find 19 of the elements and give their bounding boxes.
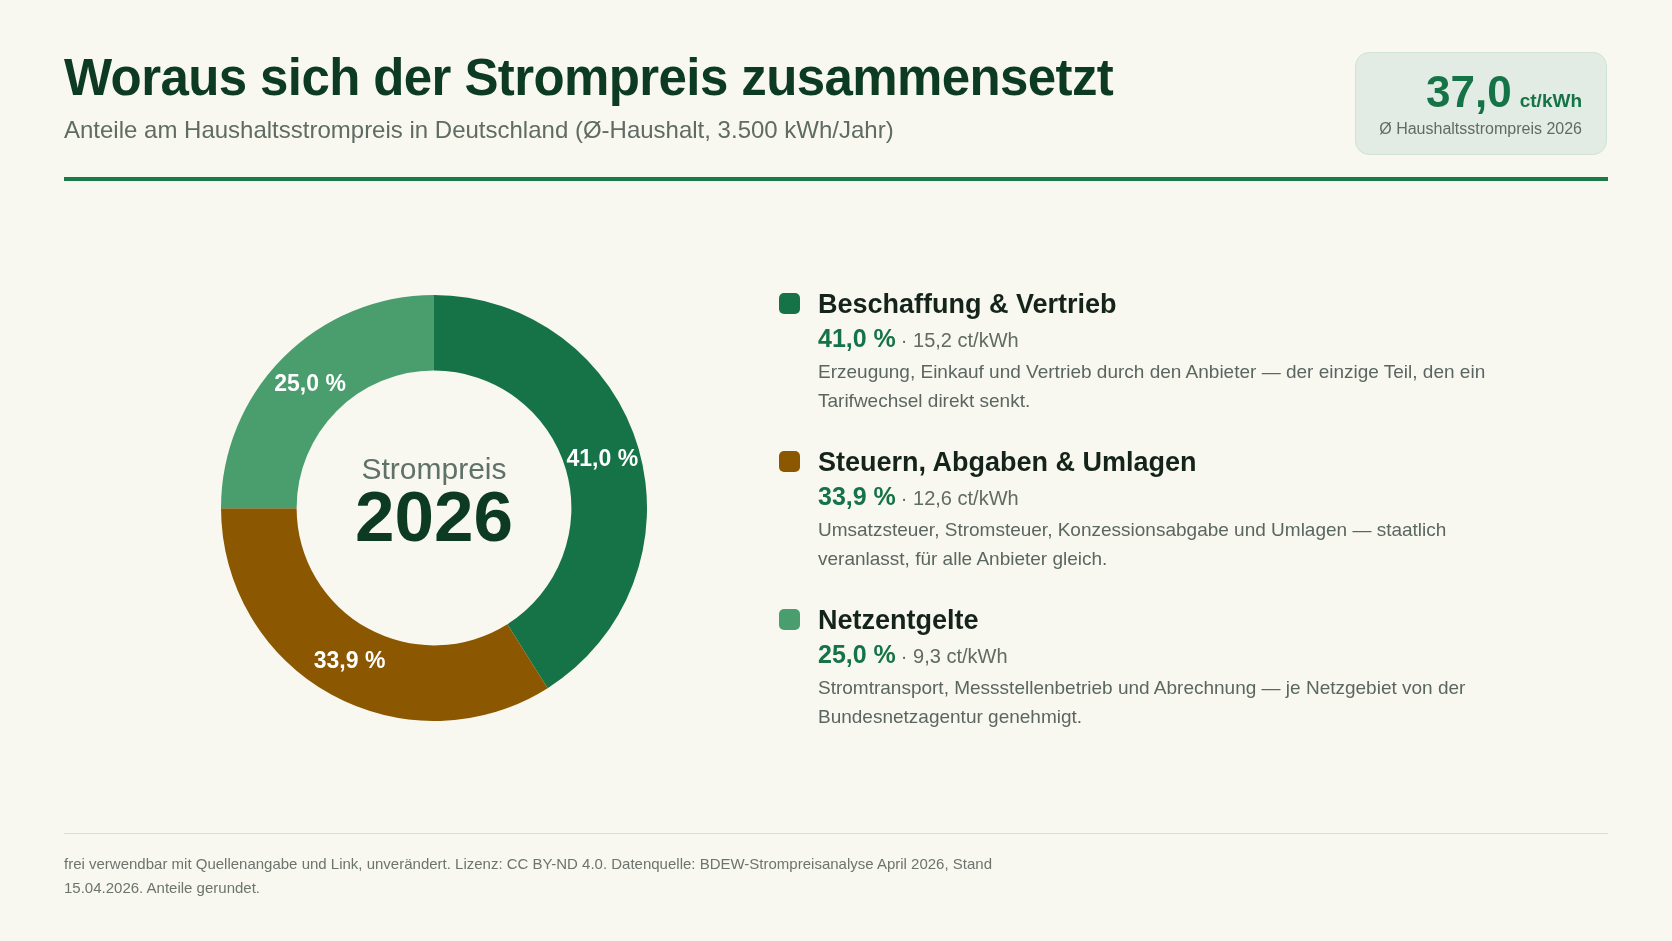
text: 25,0 % <box>818 640 896 668</box>
legend-label: Netzentgelte <box>818 604 980 637</box>
text: · 15,2 ct/kWh <box>900 329 1019 351</box>
text: 41,0 % <box>818 324 896 352</box>
text: · 9,3 ct/kWh <box>900 645 1008 667</box>
text: frei verwendbar mit Quellenangabe und Link, unverändert. Lizenz: CC BY-ND 4.0. Datenquelle: BDEW-Strompreisanalyse April 2026, Stand 15.04.2026. Anteile gerundet. <box>64 854 993 898</box>
chart-subtitle: Anteile am Haushaltsstrompreis in Deutschland (Ø-Haushalt, 3.500 kWh/Jahr) <box>64 116 894 144</box>
text: 33,9 % <box>818 482 896 510</box>
data-label: 25,0 % <box>274 369 346 396</box>
data-label: 33,9 % <box>313 646 386 673</box>
data-label: 41,0 % <box>566 444 639 471</box>
info-card: 37,0 ct/kWh Ø Haushaltsstrompreis 2026 <box>1355 52 1607 155</box>
chart-title: Woraus sich der Strompreis zusammensetzt <box>64 48 1114 108</box>
text: Umsatzsteuer, Stromsteuer, Konzessionsabgabe und Umlagen — staatlich veranlasst, für alle Anbieter gleich. <box>818 518 1448 571</box>
text: · 12,6 ct/kWh <box>900 487 1019 509</box>
text: Stromtransport, Messstellenbetrieb und Abrechnung — je Netzgebiet von der Bundesnetzagentur genehmigt. <box>818 676 1467 729</box>
text: Erzeugung, Einkauf und Vertrieb durch den Anbieter — der einzige Teil, den ein Tarifwechsel direkt senkt. <box>818 360 1487 413</box>
legend-label: Steuern, Abgaben & Umlagen <box>818 446 1198 479</box>
legend-label: Beschaffung & Vertrieb <box>818 288 1118 321</box>
